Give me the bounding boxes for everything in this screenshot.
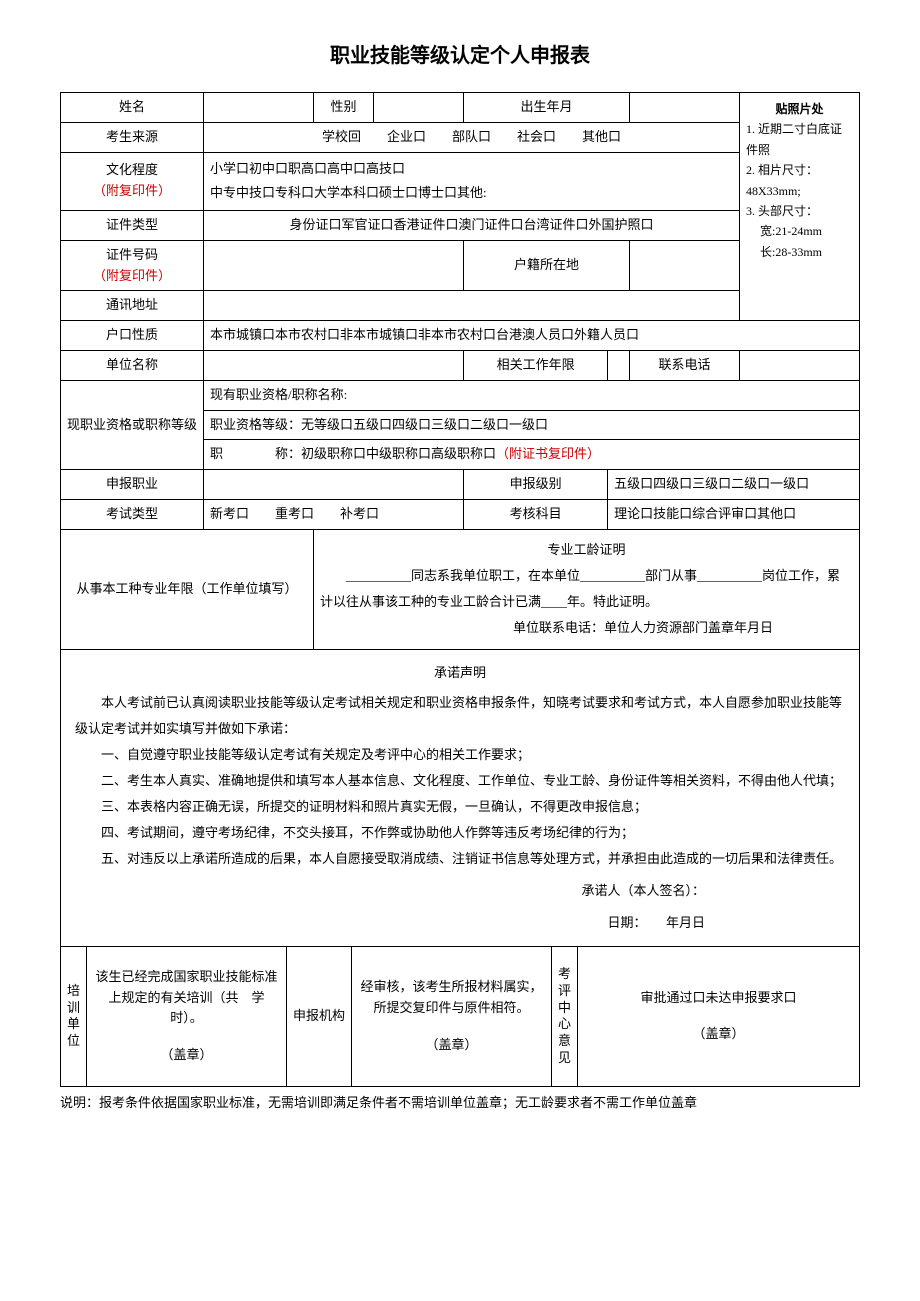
examtype-options[interactable]: 新考口 重考口 补考口 <box>204 499 464 529</box>
review-body: 审批通过口未达申报要求口 （盖章） <box>578 947 860 1087</box>
decl-sig2: 日期： 年月日 <box>75 910 845 936</box>
seniority-content: 专业工龄证明 __________同志系我单位职工，在本单位__________… <box>314 529 860 649</box>
decl-p1: 一、自觉遵守职业技能等级认定考试有关规定及考评中心的相关工作要求； <box>75 742 845 768</box>
page-title: 职业技能等级认定个人申报表 <box>60 40 860 72</box>
photo-note-1: 1. 近期二寸白底证件照 <box>746 119 853 160</box>
approval-table: 培训单位 该生已经完成国家职业技能标准上规定的有关培训（共 学时）。 （盖章） … <box>60 947 860 1088</box>
source-label: 考生来源 <box>61 122 204 152</box>
train-unit-body: 该生已经完成国家职业技能标准上规定的有关培训（共 学时）。 （盖章） <box>87 947 287 1087</box>
idno-label: 证件号码 （附复印件） <box>61 240 204 291</box>
edu-options[interactable]: 小学口初中口职高口高中口高技口 中专中技口专科口大学本科口硕士口博士口其他: <box>204 152 740 210</box>
phone-label: 联系电话 <box>630 350 740 380</box>
decl-p4: 四、考试期间，遵守考场纪律，不交头接耳，不作弊或协助他人作弊等违反考场纪律的行为… <box>75 820 845 846</box>
photo-header: 贴照片处 <box>746 99 853 119</box>
name-label: 姓名 <box>61 93 204 123</box>
photo-area: 贴照片处 1. 近期二寸白底证件照 2. 相片尺寸：48X33mm; 3. 头部… <box>740 93 860 321</box>
train-unit-label: 培训单位 <box>61 947 87 1087</box>
seniority-label: 从事本工种专业年限（工作单位填写） <box>61 529 314 649</box>
apply-org-body: 经审核，该考生所报材料属实，所提交复印件与原件相符。 （盖章） <box>352 947 552 1087</box>
addr-field[interactable] <box>204 291 740 321</box>
qual-line3[interactable]: 职 称：初级职称口中级职称口高级职称口（附证书复印件） <box>204 440 860 470</box>
workyears-field[interactable] <box>608 350 630 380</box>
hukou-type-options[interactable]: 本市城镇口本市农村口非本市城镇口非本市农村口台港澳人员口外籍人员口 <box>204 321 860 351</box>
photo-note-3b: 长:28-33mm <box>746 242 853 262</box>
idtype-label: 证件类型 <box>61 210 204 240</box>
birth-label: 出生年月 <box>464 93 630 123</box>
workyears-label: 相关工作年限 <box>464 350 608 380</box>
qual-line1[interactable]: 现有职业资格/职称名称: <box>204 380 860 410</box>
qual-line2[interactable]: 职业资格等级：无等级口五级口四级口三级口二级口一级口 <box>204 410 860 440</box>
examsubj-options[interactable]: 理论口技能口综合评审口其他口 <box>608 499 860 529</box>
examtype-label: 考试类型 <box>61 499 204 529</box>
applyjob-field[interactable] <box>204 470 464 500</box>
decl-p0: 本人考试前已认真阅读职业技能等级认定考试相关规定和职业资格申报条件，知晓考试要求… <box>75 690 845 742</box>
seniority-title: 专业工龄证明 <box>320 537 853 563</box>
seniority-body: __________同志系我单位职工，在本单位__________部门从事___… <box>320 563 853 615</box>
phone-field[interactable] <box>739 350 859 380</box>
applyjob-label: 申报职业 <box>61 470 204 500</box>
declaration: 承诺声明 本人考试前已认真阅读职业技能等级认定考试相关规定和职业资格申报条件，知… <box>61 649 860 946</box>
gender-label: 性别 <box>314 93 374 123</box>
application-form: 姓名 性别 出生年月 贴照片处 1. 近期二寸白底证件照 2. 相片尺寸：48X… <box>60 92 860 947</box>
applylevel-options[interactable]: 五级口四级口三级口二级口一级口 <box>608 470 860 500</box>
examsubj-label: 考核科目 <box>464 499 608 529</box>
footer-note: 说明：报考条件依据国家职业标准，无需培训即满足条件者不需培训单位盖章；无工龄要求… <box>60 1093 860 1114</box>
applylevel-label: 申报级别 <box>464 470 608 500</box>
decl-p2: 二、考生本人真实、准确地提供和填写本人基本信息、文化程度、工作单位、专业工龄、身… <box>75 768 845 794</box>
edu-label: 文化程度 （附复印件） <box>61 152 204 210</box>
seniority-footer: 单位联系电话：单位人力资源部门盖章年月日 <box>320 615 853 641</box>
idno-note: （附复印件） <box>93 268 171 283</box>
hukou-loc-field[interactable] <box>630 240 740 291</box>
idno-field[interactable] <box>204 240 464 291</box>
addr-label: 通讯地址 <box>61 291 204 321</box>
photo-note-2: 2. 相片尺寸：48X33mm; <box>746 160 853 201</box>
declaration-title: 承诺声明 <box>75 660 845 686</box>
qual-label: 现职业资格或职称等级 <box>61 380 204 469</box>
photo-note-3a: 宽:21-24mm <box>746 221 853 241</box>
decl-sig1: 承诺人（本人签名）： <box>75 878 845 904</box>
hukou-type-label: 户口性质 <box>61 321 204 351</box>
company-field[interactable] <box>204 350 464 380</box>
birth-field[interactable] <box>630 93 740 123</box>
idtype-options[interactable]: 身份证口军官证口香港证件口澳门证件口台湾证件口外国护照口 <box>204 210 740 240</box>
decl-p5: 五、对违反以上承诺所造成的后果，本人自愿接受取消成绩、注销证书信息等处理方式，并… <box>75 846 845 872</box>
apply-org-label: 申报机构 <box>287 947 352 1087</box>
name-field[interactable] <box>204 93 314 123</box>
gender-field[interactable] <box>374 93 464 123</box>
photo-note-3: 3. 头部尺寸： <box>746 201 853 221</box>
company-label: 单位名称 <box>61 350 204 380</box>
source-options[interactable]: 学校回 企业口 部队口 社会口 其他口 <box>204 122 740 152</box>
edu-note: （附复印件） <box>93 183 171 198</box>
decl-p3: 三、本表格内容正确无误，所提交的证明材料和照片真实无假，一旦确认，不得更改申报信… <box>75 794 845 820</box>
hukou-loc-label: 户籍所在地 <box>464 240 630 291</box>
review-label: 考评中心意见 <box>552 947 578 1087</box>
